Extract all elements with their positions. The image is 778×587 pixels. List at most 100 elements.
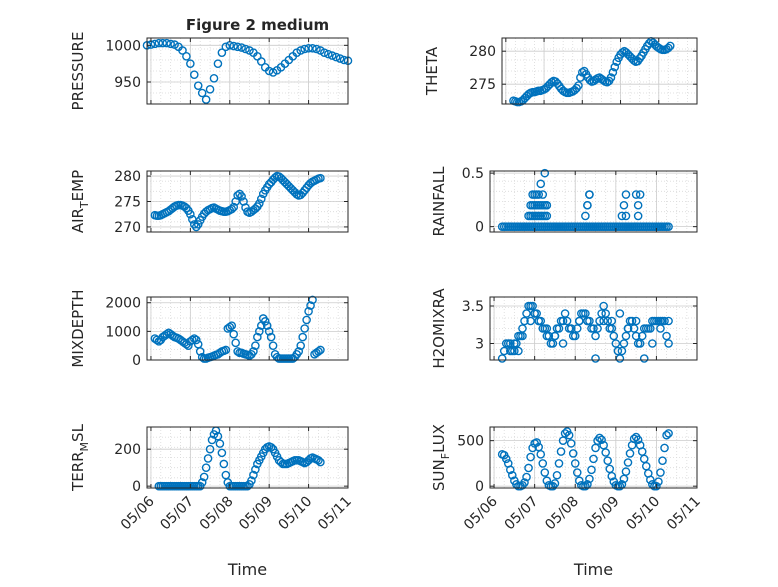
data-point (568, 449, 578, 458)
data-point (186, 209, 195, 219)
data-point (633, 435, 643, 445)
data-point (262, 321, 272, 330)
subplot-2: 275 280 THETA (423, 37, 698, 107)
data-point (631, 316, 641, 326)
data-point (540, 468, 550, 477)
y-tick-label: 200 (114, 442, 141, 458)
data-point (597, 435, 606, 445)
data-point (221, 345, 231, 355)
data-point (266, 332, 276, 342)
y-tick-label: 1000 (105, 324, 141, 340)
data-point (534, 316, 544, 326)
data-point (581, 481, 590, 491)
data-point (188, 335, 197, 345)
data-point (316, 457, 325, 467)
data-point (256, 57, 266, 66)
data-point (574, 81, 583, 90)
data-point (229, 329, 239, 339)
data-point (247, 476, 256, 485)
data-point (581, 211, 590, 221)
data-point (268, 341, 278, 350)
data-point (304, 307, 313, 316)
data-point (587, 465, 596, 475)
data-point (589, 324, 598, 333)
subplot-3: 270 275 280 AIRTEMP (69, 169, 349, 236)
data-point (633, 200, 643, 210)
data-point (520, 478, 529, 487)
data-point (264, 327, 274, 336)
axes-box (146, 296, 349, 361)
data-point (629, 434, 639, 444)
data-point (572, 468, 582, 477)
data-point (264, 66, 274, 76)
data-point (629, 56, 639, 65)
data-point (251, 341, 260, 350)
y-tick-label: 2000 (105, 296, 141, 312)
data-point (570, 459, 580, 468)
data-point (631, 331, 641, 341)
data-point (619, 200, 629, 210)
data-point (256, 194, 266, 204)
data-point (558, 339, 568, 348)
data-point (621, 331, 631, 341)
data-point (188, 214, 197, 224)
data-point (270, 173, 280, 182)
data-point (191, 222, 201, 232)
data-point (536, 450, 546, 459)
chart-title: Figure 2 medium (186, 16, 329, 34)
y-axis-label-rest: LUX (430, 424, 448, 453)
data-point (189, 70, 199, 79)
data-point (564, 430, 574, 440)
y-axis-label: AIRTEMP (69, 170, 91, 233)
data-point (308, 43, 317, 53)
data-point (606, 73, 616, 82)
data-point (331, 52, 341, 62)
data-point (629, 324, 639, 333)
data-point (501, 454, 511, 464)
data-point (631, 190, 641, 199)
data-series (150, 295, 325, 363)
data-point (552, 470, 562, 480)
data-point (637, 331, 647, 341)
x-axis-label: Time (227, 560, 267, 579)
y-tick-label: 275 (469, 77, 496, 93)
data-point (633, 211, 643, 221)
data-point (595, 316, 604, 326)
data-point (618, 48, 627, 57)
y-tick-label: 270 (114, 220, 141, 236)
data-point (542, 476, 552, 486)
data-point (623, 458, 633, 467)
y-axis-label-subscript: T (78, 201, 91, 209)
data-point (550, 479, 560, 488)
data-point (255, 327, 264, 336)
data-series (497, 427, 673, 491)
data-point (497, 354, 507, 363)
data-point (522, 309, 531, 318)
data-point (260, 317, 270, 326)
data-point (219, 459, 229, 469)
data-point (554, 459, 564, 468)
data-point (574, 316, 584, 326)
data-point (314, 455, 323, 465)
data-point (300, 324, 309, 333)
data-point (547, 77, 557, 87)
data-point (619, 339, 629, 348)
y-axis-label: SUNFLUX (430, 424, 452, 491)
data-point (654, 477, 663, 486)
data-point (249, 347, 258, 356)
axes-box (146, 37, 349, 105)
y-tick-label: 275 (114, 195, 141, 211)
data-point (213, 59, 223, 68)
data-point (158, 38, 168, 48)
data-point (524, 463, 533, 473)
data-point (639, 354, 649, 363)
data-point (589, 454, 598, 464)
y-axis-label-rest: SL (69, 423, 87, 442)
data-point (617, 346, 627, 356)
data-point (660, 443, 669, 453)
data-point (595, 433, 604, 443)
data-point (662, 430, 671, 440)
data-point (560, 309, 570, 318)
data-point (536, 179, 546, 189)
data-point (613, 346, 623, 356)
